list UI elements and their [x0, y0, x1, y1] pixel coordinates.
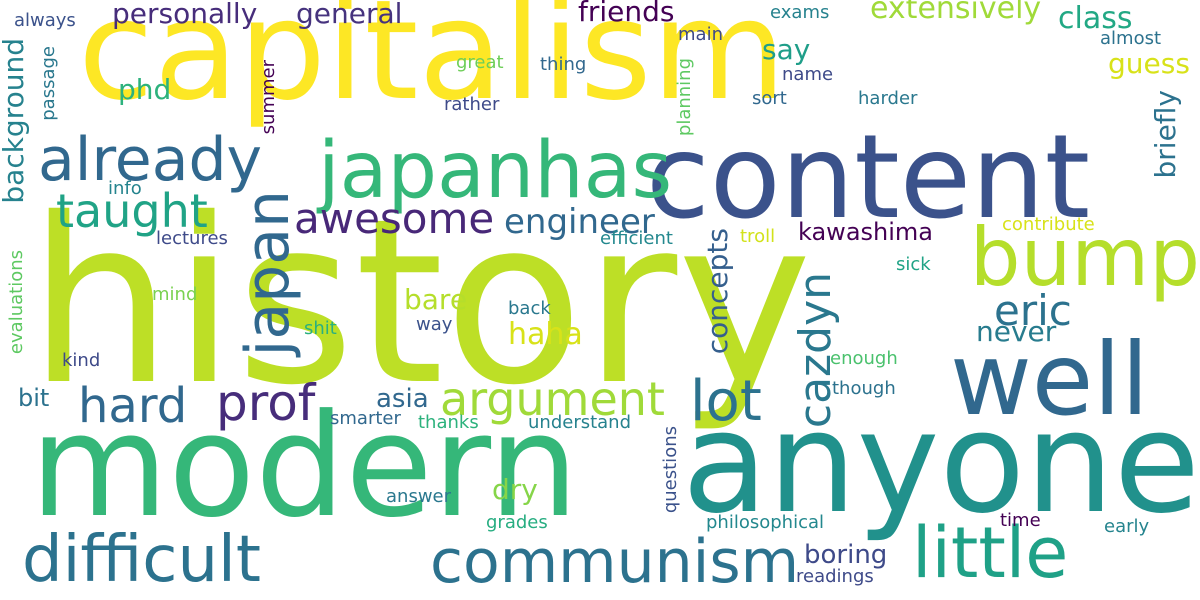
word-personally: personally — [112, 0, 258, 30]
word-almost: almost — [1100, 28, 1162, 49]
word-already: already — [38, 125, 263, 195]
word-smarter: smarter — [330, 408, 401, 429]
word-way: way — [416, 314, 453, 335]
word-early: early — [1104, 516, 1150, 537]
word-readings: readings — [796, 566, 874, 587]
word-harder: harder — [858, 88, 918, 109]
word-say: say — [762, 33, 811, 66]
word-boring: boring — [804, 540, 888, 570]
word-well: well — [950, 321, 1149, 438]
word-bit: bit — [18, 384, 50, 412]
word-class: class — [1058, 1, 1133, 36]
word-modern: modern — [30, 384, 579, 549]
word-awesome: awesome — [294, 194, 495, 243]
word-efficient: efficient — [600, 228, 673, 249]
word-understand: understand — [528, 412, 632, 433]
word-thanks: thanks — [418, 412, 479, 433]
word-passage: passage — [38, 46, 59, 121]
word-main: main — [678, 24, 723, 45]
word-rather: rather — [444, 94, 500, 115]
word-history: history — [28, 169, 813, 435]
word-taught: taught — [56, 184, 208, 238]
word-bare: bare — [404, 283, 468, 316]
word-exams: exams — [770, 2, 830, 23]
word-capitalism: capitalism — [78, 0, 787, 131]
word-info: info — [108, 178, 142, 199]
word-sort: sort — [752, 88, 787, 109]
word-anyone: anyone — [682, 382, 1200, 545]
word-evaluations: evaluations — [6, 250, 27, 355]
word-planning: planning — [674, 58, 695, 137]
word-haha: haha — [508, 317, 583, 352]
word-always: always — [14, 10, 76, 31]
word-phd: phd — [118, 73, 172, 106]
word-troll: troll — [740, 226, 776, 247]
word-bump: bump — [969, 211, 1200, 304]
word-philosophical: philosophical — [706, 512, 825, 533]
word-back: back — [508, 298, 551, 319]
word-lot: lot — [690, 369, 762, 434]
word-summer: summer — [258, 60, 279, 135]
word-japan: japan — [233, 190, 303, 357]
word-asia: asia — [376, 384, 429, 414]
word-background: background — [0, 38, 30, 204]
word-content: content — [646, 110, 1091, 245]
word-enough: enough — [830, 348, 898, 369]
word-extensively: extensively — [870, 0, 1042, 26]
word-questions: questions — [660, 426, 681, 514]
word-answer: answer — [386, 486, 452, 507]
word-time: time — [1000, 510, 1041, 531]
word-briefly: briefly — [1149, 90, 1182, 179]
word-difficult: difficult — [22, 523, 261, 597]
word-grades: grades — [486, 512, 548, 533]
word-concepts: concepts — [701, 228, 734, 355]
word-dry: dry — [492, 473, 538, 506]
word-argument: argument — [440, 372, 665, 426]
word-eric: eric — [994, 286, 1072, 335]
word-communism: communism — [430, 527, 800, 597]
word-shit: shit — [304, 318, 337, 339]
word-contribute: contribute — [1002, 214, 1095, 235]
word-never: never — [976, 315, 1057, 348]
word-guess: guess — [1108, 47, 1190, 80]
word-name: name — [782, 64, 834, 85]
word-prof: prof — [216, 374, 316, 432]
word-general: general — [296, 0, 403, 30]
word-great: great — [456, 52, 504, 73]
word-little: little — [912, 512, 1069, 594]
word-engineer: engineer — [504, 202, 655, 242]
word-though: though — [832, 378, 896, 399]
word-friends: friends — [578, 0, 675, 28]
word-japanhas: japanhas — [318, 126, 673, 216]
word-lectures: lectures — [156, 228, 228, 249]
word-kawashima: kawashima — [798, 218, 933, 246]
word-mind: mind — [152, 284, 198, 305]
word-kind: kind — [62, 350, 101, 371]
word-thing: thing — [540, 54, 587, 75]
word-sick: sick — [896, 254, 931, 275]
word-hard: hard — [78, 378, 188, 434]
